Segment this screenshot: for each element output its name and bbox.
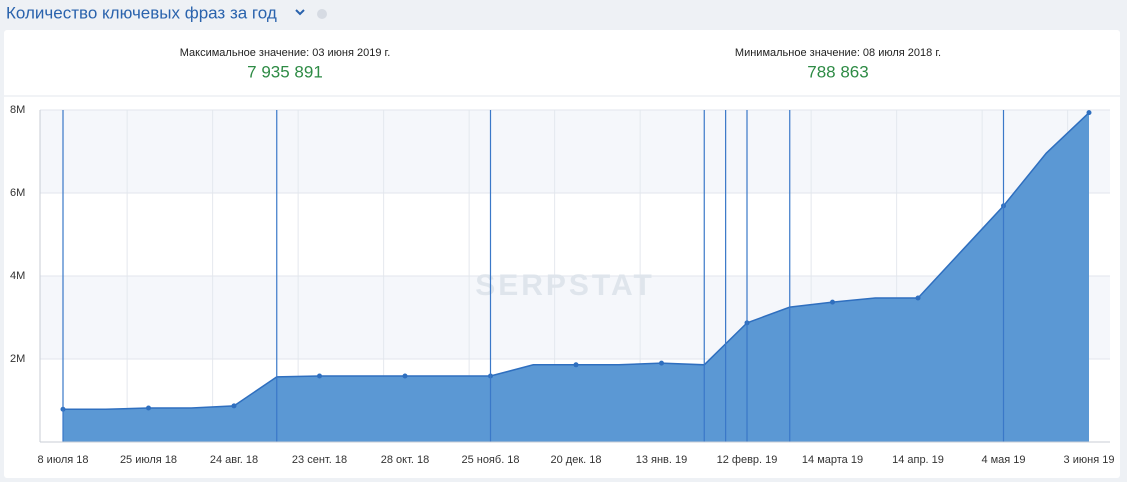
point [1086,110,1092,116]
point [573,362,579,368]
stat-value: 788 863 [807,62,868,81]
point [231,403,237,409]
stat-caption: Максимальное значение: 03 июня 2019 г. [180,47,391,59]
x-tick-label: 14 апр. 19 [892,454,944,466]
x-tick-label: 25 нояб. 18 [461,454,519,466]
point [402,373,408,379]
y-tick-label: 2M [10,353,25,365]
widget-title: Количество ключевых фраз за год [6,3,277,22]
point [659,360,664,366]
watermark: SERPSTAT [475,269,655,302]
x-tick-label: 14 марта 19 [802,454,863,466]
y-tick-label: 6M [10,187,25,199]
y-tick-label: 8M [10,104,25,116]
info-icon[interactable] [317,9,327,19]
x-tick-label: 8 июля 18 [38,454,89,466]
x-tick-label: 23 сент. 18 [292,454,347,466]
x-tick-label: 25 июля 18 [120,454,177,466]
stat-caption: Минимальное значение: 08 июля 2018 г. [735,47,941,59]
point [915,295,921,301]
point [830,299,835,305]
x-tick-label: 12 февр. 19 [717,454,778,466]
x-tick-label: 20 дек. 18 [551,454,602,466]
x-tick-label: 28 окт. 18 [381,454,430,466]
x-tick-label: 13 янв. 19 [636,454,688,466]
point [317,373,322,379]
x-tick-label: 4 мая 19 [981,454,1025,466]
plot-band [40,110,1110,193]
y-tick-label: 4M [10,270,25,282]
area [63,112,1089,442]
x-tick-label: 3 июня 19 [1064,454,1115,466]
stat-value: 7 935 891 [247,62,323,81]
dropdown-icon[interactable] [295,9,305,16]
point [146,405,151,411]
x-tick-label: 24 авг. 18 [210,454,258,466]
